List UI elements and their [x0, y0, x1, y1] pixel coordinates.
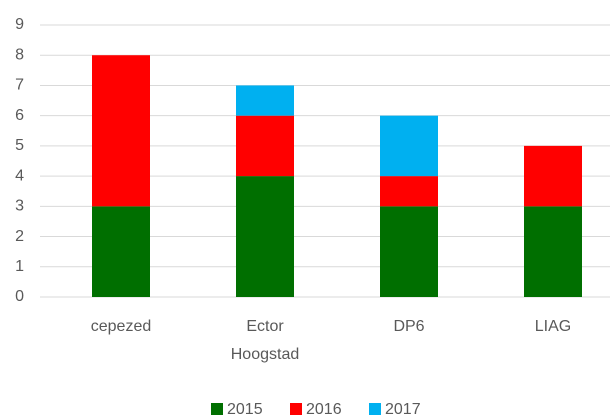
bar-segment — [236, 115, 294, 177]
bar-segment — [92, 206, 150, 297]
y-tick-label: 5 — [15, 137, 24, 154]
y-tick-label: 1 — [15, 258, 24, 275]
bar-segment — [236, 85, 294, 116]
y-tick-label: 6 — [15, 107, 24, 124]
bar-segment — [380, 206, 438, 297]
bar-segment — [236, 176, 294, 297]
x-tick-label: DP6 — [393, 318, 424, 335]
bar-segment — [92, 55, 150, 207]
bar-segment — [380, 115, 438, 177]
x-tick-label: cepezed — [91, 318, 152, 335]
bar-segment — [524, 145, 582, 207]
y-tick-label: 2 — [15, 228, 24, 245]
y-tick-label: 8 — [15, 46, 24, 63]
y-tick-label: 0 — [15, 288, 24, 305]
bar-segment — [524, 206, 582, 297]
y-tick-label: 9 — [15, 16, 24, 33]
y-tick-label: 3 — [15, 198, 24, 215]
y-tick-label: 7 — [15, 77, 24, 94]
legend-label: 2017 — [385, 401, 421, 418]
y-tick-label: 4 — [15, 167, 24, 184]
x-tick-label: LIAG — [535, 318, 571, 335]
x-tick-label: Ector Hoogstad — [231, 318, 300, 363]
legend-label: 2016 — [306, 401, 342, 418]
bar-segment — [380, 176, 438, 207]
legend-swatch — [369, 403, 381, 415]
legend-label: 2015 — [227, 401, 263, 418]
legend-swatch — [290, 403, 302, 415]
legend-swatch — [211, 403, 223, 415]
